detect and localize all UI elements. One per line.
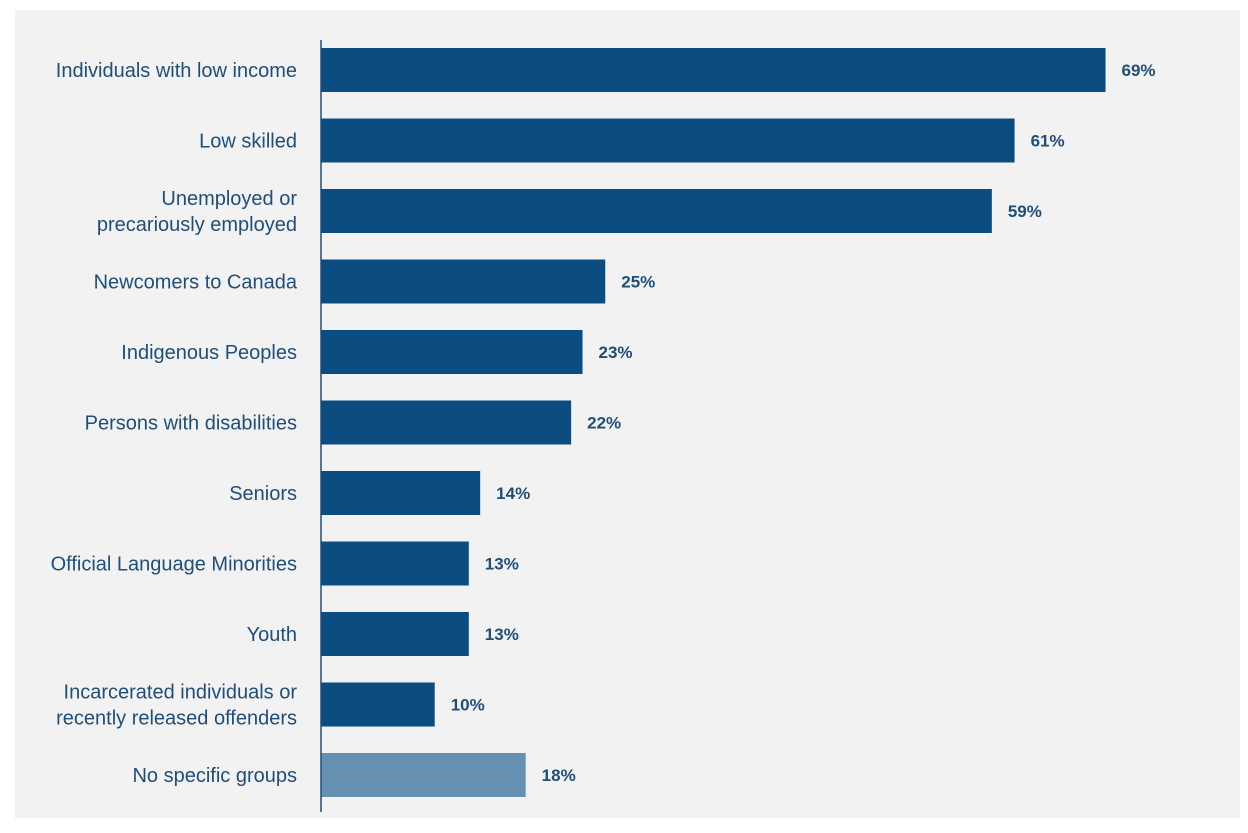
category-label-line: Unemployed or: [161, 188, 297, 210]
value-label-1: 61%: [1031, 132, 1065, 151]
category-label-line: Low skilled: [199, 131, 297, 153]
bar-2: [321, 189, 992, 233]
value-label-10: 18%: [542, 766, 576, 785]
category-label-9: Incarcerated individuals or recently rele…: [56, 682, 297, 730]
value-labels: 69% 61% 59% 25% 23% 22% 14% 13% 13% 10% 18%: [451, 61, 1156, 785]
bar-chart: Individuals with low income Low skilled Un…: [51, 40, 1156, 812]
value-label-0: 69%: [1122, 61, 1156, 80]
bar-3: [321, 259, 606, 304]
category-label-4: Indigenous Peoples: [121, 342, 297, 364]
value-label-7: 13%: [485, 555, 519, 574]
bar-8: [321, 612, 469, 656]
category-label-line: Persons with disabilities: [85, 413, 297, 435]
category-label-5: Persons with disabilities: [85, 413, 297, 435]
category-label-line: Individuals with low income: [56, 60, 297, 82]
category-label-1: Low skilled: [199, 131, 297, 153]
value-label-9: 10%: [451, 696, 485, 715]
bar-5: [321, 400, 572, 445]
category-label-3: Newcomers to Canada: [94, 272, 298, 294]
bar-6: [321, 471, 481, 515]
chart-panel: Individuals with low income Low skilled Un…: [15, 10, 1240, 818]
category-label-line: Official Language Minorities: [51, 554, 297, 576]
bar-4: [321, 330, 583, 374]
value-label-4: 23%: [599, 343, 633, 362]
category-label-8: Youth: [247, 624, 297, 646]
category-label-line: recently released offenders: [56, 708, 297, 730]
bar-0: [321, 48, 1106, 92]
bar-7: [321, 541, 469, 586]
category-label-line: Youth: [247, 624, 297, 646]
value-label-6: 14%: [496, 484, 530, 503]
bar-9: [321, 682, 435, 727]
category-label-line: Incarcerated individuals or: [64, 682, 298, 704]
category-label-line: No specific groups: [132, 765, 297, 787]
category-label-6: Seniors: [229, 483, 297, 505]
category-label-line: Seniors: [229, 483, 297, 505]
category-label-7: Official Language Minorities: [51, 554, 297, 576]
category-label-0: Individuals with low income: [56, 60, 297, 82]
value-label-8: 13%: [485, 625, 519, 644]
bar-10: [321, 753, 526, 797]
category-label-2: Unemployed or precariously employed: [97, 188, 297, 236]
value-label-2: 59%: [1008, 202, 1042, 221]
category-label-line: Indigenous Peoples: [121, 342, 297, 364]
category-label-line: Newcomers to Canada: [94, 272, 298, 294]
bar-1: [321, 118, 1015, 163]
bars-layer: [321, 48, 1106, 797]
category-labels: Individuals with low income Low skilled Un…: [51, 60, 298, 787]
category-label-10: No specific groups: [132, 765, 297, 787]
value-label-5: 22%: [587, 414, 621, 433]
value-label-3: 25%: [621, 273, 655, 292]
category-label-line: precariously employed: [97, 214, 297, 236]
